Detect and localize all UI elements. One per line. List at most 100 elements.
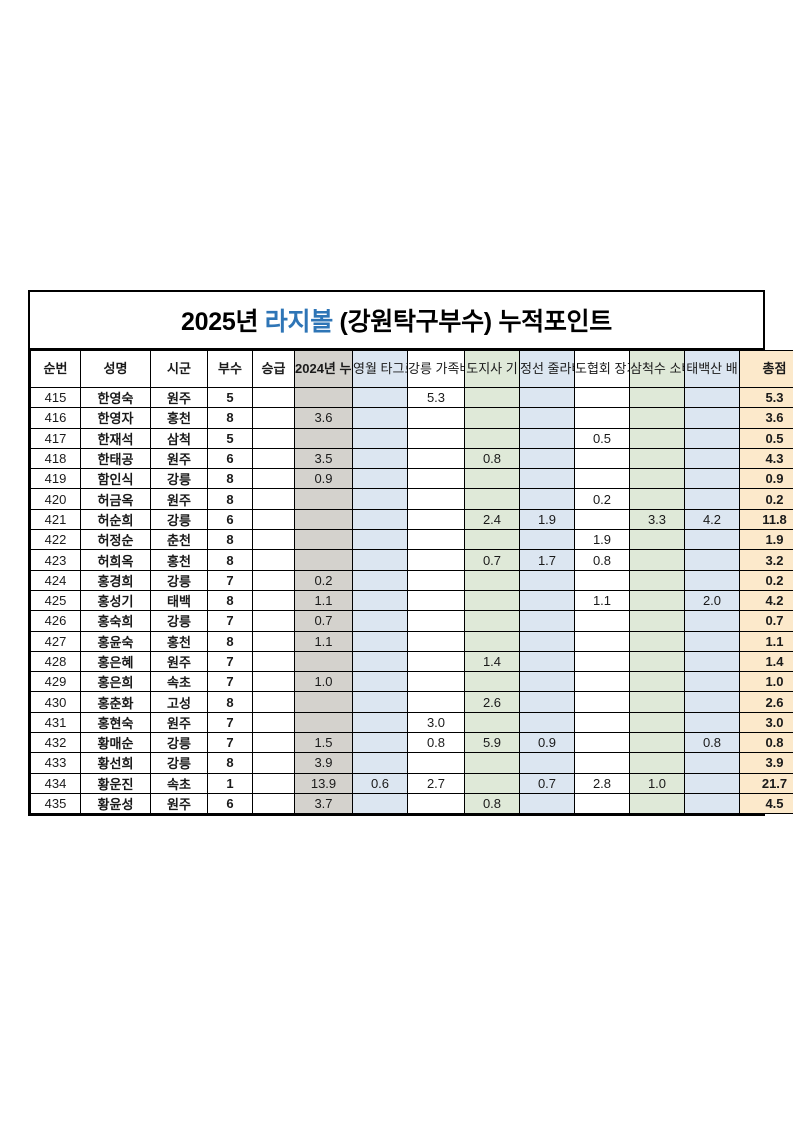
cell-no[interactable]: 419	[30, 468, 81, 490]
cell-p2024[interactable]	[294, 529, 353, 551]
cell-dhjg[interactable]	[574, 671, 630, 693]
cell-name[interactable]: 황매순	[80, 732, 151, 754]
cell-region[interactable]: 원주	[150, 650, 208, 673]
cell-djsg[interactable]	[464, 569, 520, 591]
cell-rank[interactable]: 6	[207, 447, 253, 470]
cell-name[interactable]: 허희옥	[80, 549, 151, 571]
cell-name[interactable]: 허순희	[80, 508, 151, 531]
table-row[interactable]: 421 허순희 강릉 6 2.4 1.9 3.3 4.2 11.8	[30, 508, 793, 531]
cell-dhjg[interactable]: 0.2	[574, 488, 630, 510]
cell-gnfam[interactable]	[407, 792, 465, 815]
cell-jsjr[interactable]: 1.9	[519, 508, 575, 531]
cell-rank[interactable]: 7	[207, 569, 253, 591]
cell-tbsb[interactable]	[684, 711, 740, 734]
cell-gnfam[interactable]	[407, 549, 465, 571]
cell-name[interactable]: 황윤성	[80, 792, 151, 815]
cell-djsg[interactable]: 2.6	[464, 691, 520, 713]
cell-jsjr[interactable]	[519, 529, 575, 551]
column-header-no[interactable]: 순번	[30, 350, 81, 388]
cell-promo[interactable]	[252, 427, 295, 449]
cell-djsg[interactable]	[464, 711, 520, 734]
cell-dhjg[interactable]	[574, 386, 630, 409]
cell-no[interactable]: 428	[30, 650, 81, 673]
cell-no[interactable]: 416	[30, 407, 81, 429]
cell-djsg[interactable]	[464, 488, 520, 510]
cell-ywtg[interactable]	[352, 732, 408, 754]
cell-jsjr[interactable]	[519, 650, 575, 673]
cell-promo[interactable]	[252, 589, 295, 612]
cell-djsg[interactable]: 0.8	[464, 792, 520, 815]
column-header-ywtg[interactable]: 영월 타그로	[352, 350, 408, 388]
cell-region[interactable]: 강릉	[150, 468, 208, 490]
cell-scsso[interactable]	[629, 610, 685, 632]
cell-djsg[interactable]	[464, 772, 520, 794]
cell-scsso[interactable]	[629, 711, 685, 734]
cell-jsjr[interactable]	[519, 447, 575, 470]
cell-promo[interactable]	[252, 508, 295, 531]
cell-total[interactable]: 2.6	[739, 691, 793, 713]
cell-tbsb[interactable]	[684, 488, 740, 510]
cell-rank[interactable]: 8	[207, 529, 253, 551]
cell-tbsb[interactable]: 2.0	[684, 589, 740, 612]
cell-rank[interactable]: 1	[207, 772, 253, 794]
cell-no[interactable]: 434	[30, 772, 81, 794]
cell-gnfam[interactable]	[407, 447, 465, 470]
cell-dhjg[interactable]	[574, 650, 630, 673]
cell-ywtg[interactable]	[352, 427, 408, 449]
cell-name[interactable]: 홍은혜	[80, 650, 151, 673]
cell-scsso[interactable]	[629, 732, 685, 754]
cell-total[interactable]: 5.3	[739, 386, 793, 409]
cell-region[interactable]: 속초	[150, 671, 208, 693]
cell-dhjg[interactable]	[574, 630, 630, 652]
cell-total[interactable]: 3.0	[739, 711, 793, 734]
cell-dhjg[interactable]	[574, 407, 630, 429]
table-row[interactable]: 426 홍숙희 강릉 7 0.7 0.7	[30, 610, 793, 632]
cell-promo[interactable]	[252, 650, 295, 673]
cell-jsjr[interactable]	[519, 671, 575, 693]
cell-p2024[interactable]	[294, 508, 353, 531]
cell-no[interactable]: 426	[30, 610, 81, 632]
table-row[interactable]: 433 황선희 강릉 8 3.9 3.9	[30, 752, 793, 774]
cell-no[interactable]: 430	[30, 691, 81, 713]
cell-p2024[interactable]	[294, 488, 353, 510]
cell-scsso[interactable]	[629, 427, 685, 449]
cell-jsjr[interactable]	[519, 569, 575, 591]
cell-tbsb[interactable]	[684, 447, 740, 470]
cell-ywtg[interactable]	[352, 447, 408, 470]
cell-tbsb[interactable]	[684, 468, 740, 490]
table-row[interactable]: 423 허희옥 홍천 8 0.7 1.7 0.8 3.2	[30, 549, 793, 571]
cell-djsg[interactable]: 1.4	[464, 650, 520, 673]
cell-p2024[interactable]: 3.7	[294, 792, 353, 815]
cell-tbsb[interactable]: 4.2	[684, 508, 740, 531]
cell-promo[interactable]	[252, 447, 295, 470]
cell-promo[interactable]	[252, 671, 295, 693]
cell-jsjr[interactable]: 0.9	[519, 732, 575, 754]
cell-total[interactable]: 0.2	[739, 488, 793, 510]
cell-tbsb[interactable]	[684, 691, 740, 713]
table-row[interactable]: 430 홍춘화 고성 8 2.6 2.6	[30, 691, 793, 713]
cell-gnfam[interactable]	[407, 671, 465, 693]
cell-p2024[interactable]: 3.9	[294, 752, 353, 774]
cell-region[interactable]: 고성	[150, 691, 208, 713]
cell-scsso[interactable]	[629, 650, 685, 673]
cell-jsjr[interactable]	[519, 711, 575, 734]
cell-promo[interactable]	[252, 468, 295, 490]
cell-no[interactable]: 432	[30, 732, 81, 754]
cell-jsjr[interactable]	[519, 691, 575, 713]
cell-rank[interactable]: 6	[207, 792, 253, 815]
cell-djsg[interactable]	[464, 407, 520, 429]
cell-dhjg[interactable]	[574, 691, 630, 713]
cell-total[interactable]: 3.6	[739, 407, 793, 429]
cell-promo[interactable]	[252, 711, 295, 734]
cell-rank[interactable]: 7	[207, 732, 253, 754]
cell-p2024[interactable]: 3.6	[294, 407, 353, 429]
cell-name[interactable]: 홍경희	[80, 569, 151, 591]
cell-no[interactable]: 420	[30, 488, 81, 510]
column-header-name[interactable]: 성명	[80, 350, 151, 388]
cell-djsg[interactable]	[464, 752, 520, 774]
cell-promo[interactable]	[252, 549, 295, 571]
table-row[interactable]: 427 홍윤숙 홍천 8 1.1 1.1	[30, 630, 793, 652]
cell-rank[interactable]: 5	[207, 386, 253, 409]
cell-name[interactable]: 황선희	[80, 752, 151, 774]
column-header-scsso[interactable]: 삼척수 소배	[629, 350, 685, 388]
